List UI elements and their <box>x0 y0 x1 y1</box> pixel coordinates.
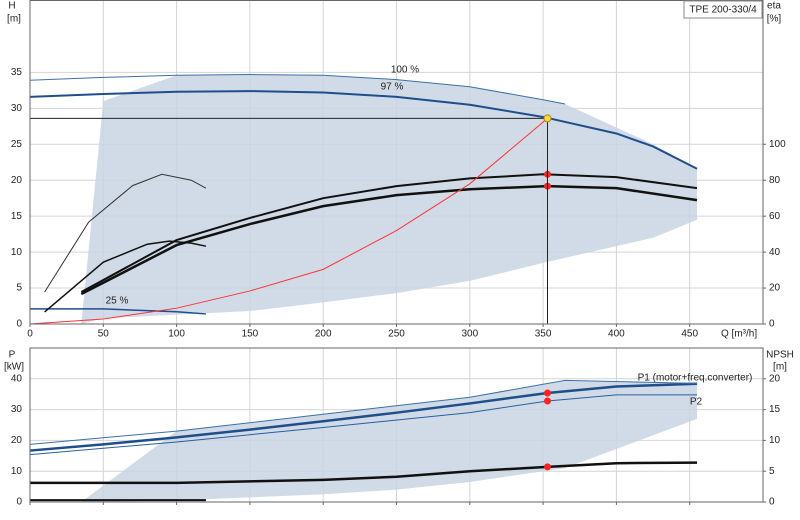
chart-title: TPE 200-330/4 <box>689 5 757 16</box>
operating-range <box>81 74 698 324</box>
x-tick-label: 50 <box>98 329 110 340</box>
x-tick-label: 200 <box>315 329 332 340</box>
plot-frame <box>29 347 764 503</box>
duty-point <box>543 463 551 471</box>
y2-axis-unit: [%] <box>767 14 782 25</box>
y-tick-label: 30 <box>11 103 23 114</box>
duty-point <box>543 389 551 397</box>
plot-frame <box>29 0 764 325</box>
y-tick-label: 10 <box>11 247 23 258</box>
y-axis-unit: [m] <box>7 14 21 25</box>
y2-axis-label: eta <box>767 1 781 12</box>
curve-label: 100 % <box>391 65 419 76</box>
y2-tick-label: 80 <box>769 175 781 186</box>
y-axis-label: P <box>9 350 16 361</box>
y2-tick-label: 40 <box>769 247 781 258</box>
curve-label: 25 % <box>106 296 129 307</box>
x-tick-label: 450 <box>681 329 698 340</box>
curve <box>29 74 566 105</box>
x-tick-label: 300 <box>461 329 478 340</box>
y-tick-label: 30 <box>11 404 23 415</box>
curve <box>80 173 698 293</box>
curve <box>29 90 698 170</box>
y-tick-label: 35 <box>11 67 23 78</box>
curve <box>29 379 698 445</box>
y-tick-label: 40 <box>11 373 23 384</box>
curve <box>29 382 698 452</box>
curve <box>44 173 207 293</box>
y-tick-label: 20 <box>11 435 23 446</box>
curve <box>44 240 207 313</box>
y-tick-label: 20 <box>11 175 23 186</box>
x-tick-label: 250 <box>388 329 405 340</box>
y2-tick-label: 10 <box>769 435 781 446</box>
y-tick-label: 15 <box>11 211 23 222</box>
y-axis-label: H <box>8 1 15 12</box>
x-tick-label: 0 <box>27 329 33 340</box>
curve <box>29 118 548 325</box>
y2-axis-label: NPSH <box>766 350 794 361</box>
curve <box>80 184 698 296</box>
curve <box>30 308 206 315</box>
x-tick-label: 100 <box>168 329 185 340</box>
y2-axis-unit: [m] <box>773 362 787 373</box>
curve-label: 97 % <box>381 82 404 93</box>
x-tick-label: 350 <box>535 329 552 340</box>
y2-tick-label: 0 <box>769 319 775 330</box>
x-tick-label: 150 <box>242 329 259 340</box>
y2-tick-label: 60 <box>769 211 781 222</box>
x-tick-label: 400 <box>608 329 625 340</box>
duty-point <box>543 114 552 123</box>
y-tick-label: 5 <box>16 283 22 294</box>
y2-tick-label: 15 <box>769 404 781 415</box>
y-tick-label: 0 <box>16 319 22 330</box>
y2-tick-label: 0 <box>769 497 775 508</box>
duty-point <box>543 397 551 405</box>
y-tick-label: 10 <box>11 466 23 477</box>
y-tick-label: 25 <box>11 139 23 150</box>
y-tick-label: 0 <box>16 497 22 508</box>
operating-range <box>81 380 698 502</box>
y2-tick-label: 20 <box>769 283 781 294</box>
curve-label: P2 <box>690 397 703 408</box>
y2-tick-label: 20 <box>769 373 781 384</box>
curve <box>30 461 698 485</box>
title-box <box>683 0 763 19</box>
y2-tick-label: 5 <box>769 466 775 477</box>
x-axis-label: Q [m³/h] <box>721 329 757 340</box>
curve-label: P1 (motor+freq.converter) <box>638 373 753 384</box>
curve <box>29 394 698 456</box>
y-axis-unit: [kW] <box>4 362 24 373</box>
y2-tick-label: 100 <box>769 139 786 150</box>
